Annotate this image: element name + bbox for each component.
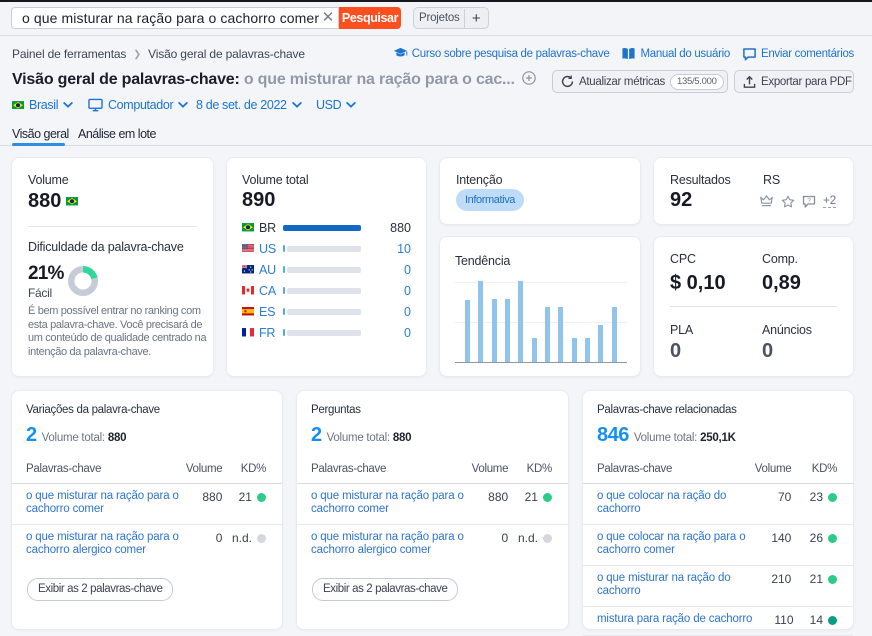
svg-text:?: ? [807,197,811,204]
